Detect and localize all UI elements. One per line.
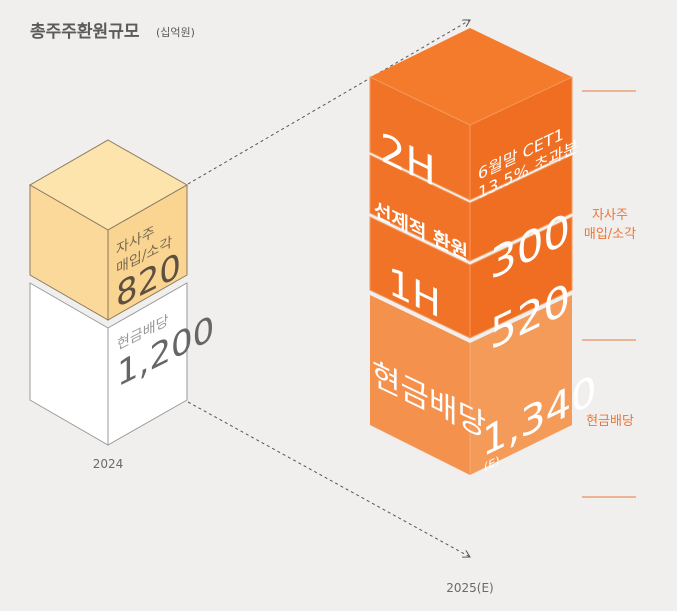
connector-top [187,20,470,185]
bar-2024-buyback [28,139,189,321]
legend-buyback-2: 매입/소각 [584,227,636,242]
chart-title: 총주주환원규모 [30,22,140,42]
bar-2025-1h [369,216,573,339]
bar-2025-preemptive [369,154,573,262]
bar-2024-cash [29,282,188,446]
bar-2025-2h [369,28,573,201]
legend-cash: 현금배당 [586,414,634,429]
legend-buyback-1: 자사주 [592,208,628,223]
x-label-2025: 2025(E) [446,581,493,595]
unit-label: (십억원) [156,26,195,39]
bar-2025-cash [370,295,572,475]
x-label-2024: 2024 [93,457,124,471]
